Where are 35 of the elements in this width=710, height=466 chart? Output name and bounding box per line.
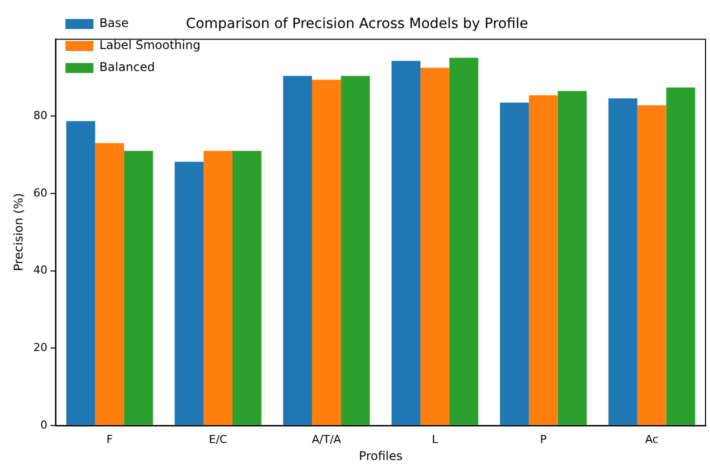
- bar: [420, 68, 450, 425]
- bar: [608, 98, 638, 425]
- x-tick-label: L: [432, 432, 439, 446]
- bar: [95, 143, 124, 425]
- x-axis-title: Profiles: [358, 448, 402, 463]
- bar: [558, 90, 587, 425]
- bar: [232, 150, 262, 425]
- y-axis-title: Precision (%): [11, 193, 26, 272]
- bar: [500, 102, 529, 425]
- x-tick-label: P: [540, 432, 548, 446]
- y-tick-label: 40: [33, 264, 48, 277]
- y-tick-label: 60: [33, 186, 48, 200]
- bar: [283, 76, 312, 425]
- y-tick-label: 20: [33, 340, 48, 354]
- bar: [637, 105, 666, 425]
- bar: [124, 150, 153, 425]
- bar: [204, 150, 233, 425]
- y-tick-label: 80: [33, 108, 48, 122]
- bar: [449, 58, 478, 425]
- chart-title: Comparison of Precision Across Models by Profile: [186, 16, 528, 32]
- x-tick-label: E/C: [208, 432, 228, 446]
- bar: [312, 80, 341, 425]
- x-tick-label: A/T/A: [312, 432, 342, 446]
- x-tick-label: Ac: [645, 432, 658, 446]
- bar: [392, 60, 420, 425]
- legend-label: Label Smoothing: [99, 38, 200, 52]
- bar: [66, 121, 96, 425]
- y-tick-label: 0: [40, 418, 48, 432]
- bar: [340, 76, 370, 425]
- legend-label: Balanced: [99, 60, 155, 74]
- x-tick-label: F: [106, 432, 113, 446]
- bar: [528, 95, 558, 425]
- legend-label: Base: [99, 16, 129, 30]
- bar: [666, 88, 696, 425]
- bar: [174, 162, 204, 425]
